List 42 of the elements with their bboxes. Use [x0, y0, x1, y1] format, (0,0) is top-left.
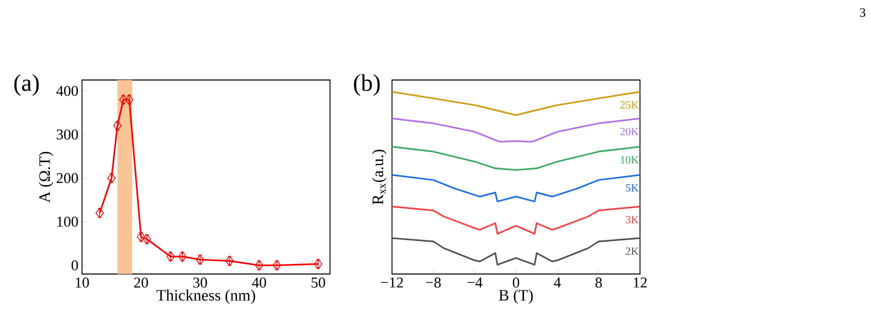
series-label: 3K — [626, 216, 639, 224]
y-tick-label: 100 — [57, 216, 78, 227]
x-tick-label: 4 — [554, 278, 561, 288]
point — [255, 260, 264, 271]
y-tick-label: 400 — [56, 86, 78, 96]
point — [314, 258, 322, 270]
point — [119, 94, 128, 105]
x-tick-label: 50 — [312, 278, 326, 288]
y-tick-label: 300 — [56, 129, 78, 140]
point — [107, 172, 116, 184]
x-axis-title: Thickness (nm) — [156, 289, 256, 304]
x-tick-label: 8 — [596, 278, 602, 288]
point — [113, 120, 122, 132]
x-tick-label: −12 — [381, 278, 403, 288]
point — [142, 234, 152, 245]
series-label: 2K — [626, 248, 639, 255]
text: (a) — [14, 74, 39, 96]
text: (b) — [354, 74, 380, 96]
series-label: 25K — [620, 101, 639, 109]
x-tick-label: 40 — [252, 278, 266, 288]
series-label: 10K — [620, 156, 639, 164]
x-tick-label: 20 — [134, 278, 148, 288]
x-tick-label: −8 — [426, 278, 441, 288]
point — [136, 232, 146, 242]
point — [178, 251, 187, 262]
x-tick-label: 10 — [76, 278, 89, 288]
x-axis-title: B (T) — [498, 289, 533, 304]
point — [272, 260, 281, 271]
x-tick-label: 12 — [634, 278, 647, 288]
y-axis-title: A (Ω.T) — [38, 152, 54, 203]
y-axis-title: R$_{xx}$(a.u.) — [372, 150, 386, 205]
point — [225, 256, 234, 266]
x-tick-label: 30 — [193, 278, 207, 288]
point — [166, 251, 175, 262]
x-tick-label: 0 — [512, 278, 520, 288]
series-label: 5K — [626, 184, 639, 192]
point — [196, 254, 204, 265]
y-tick-label: 0 — [72, 260, 78, 270]
text: 3 — [860, 8, 866, 17]
x-tick-label: −4 — [467, 278, 482, 288]
y-tick-label: 200 — [56, 173, 78, 184]
series-label: 20K — [620, 128, 639, 136]
